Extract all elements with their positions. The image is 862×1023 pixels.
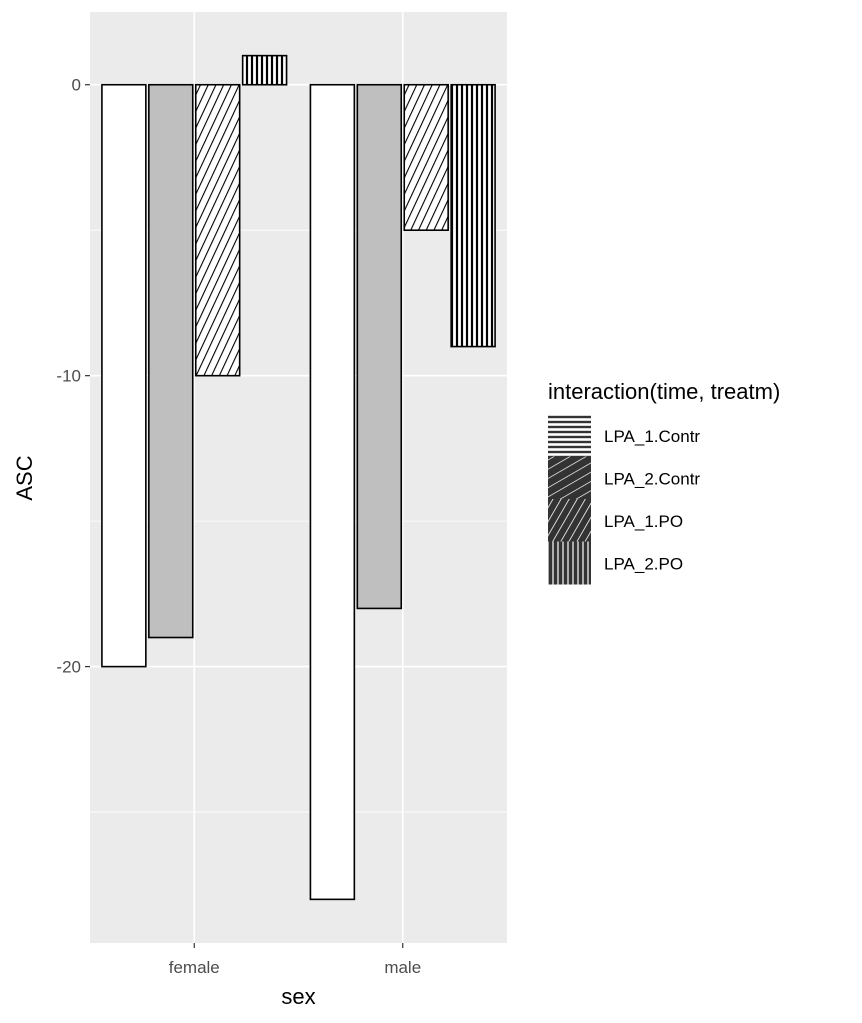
y-tick-label: -10 bbox=[56, 367, 81, 386]
legend-items: LPA_1.Contr LPA_2.Contr LPA_1.PO LPA_2.PO bbox=[548, 414, 700, 585]
legend-label-LPA_2.Contr: LPA_2.Contr bbox=[604, 470, 700, 489]
bar-LPA_2.PO-female bbox=[241, 54, 288, 86]
bar-LPA_1.Contr-female bbox=[101, 83, 147, 668]
y-axis-title: ASC bbox=[12, 455, 37, 500]
bar-LPA_2.Contr-female bbox=[148, 83, 194, 639]
bar-LPA_1.PO-female bbox=[194, 83, 241, 377]
legend-key-LPA_2.PO bbox=[548, 541, 591, 585]
bars bbox=[101, 54, 496, 901]
legend-label-LPA_1.Contr: LPA_1.Contr bbox=[604, 427, 700, 446]
legend: interaction(time, treatm) LPA_1.ContrLPA… bbox=[548, 379, 780, 585]
legend-key-LPA_1.PO bbox=[548, 499, 591, 542]
legend-label-LPA_1.PO: LPA_1.PO bbox=[604, 512, 683, 531]
bar-LPA_1.Contr-male bbox=[309, 83, 356, 901]
x-tick-label-male: male bbox=[384, 958, 421, 977]
bar-LPA_2.PO-male bbox=[450, 83, 496, 348]
bar-LPA_2.Contr-male bbox=[356, 83, 403, 610]
legend-key-LPA_1.Contr bbox=[548, 414, 591, 457]
y-tick-label: -20 bbox=[56, 658, 81, 677]
bar-LPA_1.PO-male bbox=[403, 83, 449, 232]
legend-label-LPA_2.PO: LPA_2.PO bbox=[604, 555, 683, 574]
legend-title: interaction(time, treatm) bbox=[548, 379, 780, 404]
x-axis-title: sex bbox=[281, 984, 315, 1009]
y-axis-ticks: 0 -10 -20 bbox=[56, 76, 90, 677]
y-tick-label: 0 bbox=[72, 76, 81, 95]
legend-key-LPA_2.Contr bbox=[548, 456, 591, 500]
x-axis-ticks: female male bbox=[169, 943, 421, 977]
x-tick-label-female: female bbox=[169, 958, 220, 977]
